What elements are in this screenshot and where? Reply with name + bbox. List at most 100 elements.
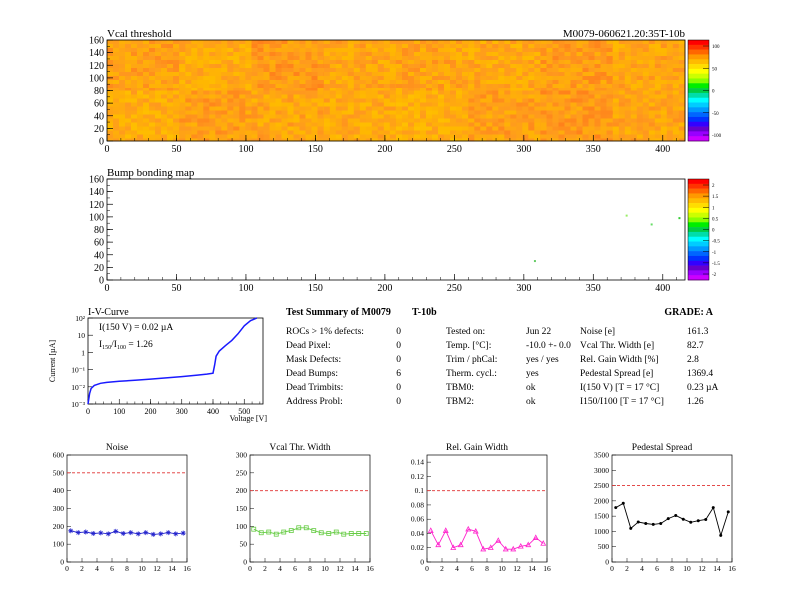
heatmap-cell xyxy=(528,90,535,95)
heatmap-cell xyxy=(311,114,318,119)
colorbar-swatch xyxy=(688,73,709,79)
summary-result-value: 2.8 xyxy=(687,355,699,365)
heatmap-cell xyxy=(185,84,192,89)
heatmap-cell xyxy=(588,118,595,123)
heatmap-cell xyxy=(359,134,367,139)
heatmap-cell xyxy=(341,138,349,142)
heatmap-cell xyxy=(347,76,355,81)
heatmap-cell xyxy=(600,52,607,57)
heatmap-cell xyxy=(666,60,674,65)
heatmap-cell xyxy=(642,114,650,119)
heatmap-cell xyxy=(239,68,246,73)
heatmap-cell xyxy=(672,102,680,107)
heatmap-cell xyxy=(269,94,276,99)
heatmap-cell xyxy=(323,72,331,77)
heatmap-cell xyxy=(594,94,601,99)
heatmap-cell xyxy=(311,122,318,127)
data-point xyxy=(689,520,693,524)
heatmap-cell xyxy=(185,80,192,85)
heatmap-cell xyxy=(486,138,493,142)
heatmap-cell xyxy=(474,90,481,95)
heatmap-cell xyxy=(492,94,499,99)
heatmap-cell xyxy=(468,130,475,135)
heatmap-cell xyxy=(492,98,499,103)
heatmap-cell xyxy=(239,84,246,89)
heatmap-cell xyxy=(576,134,583,139)
heatmap-cell xyxy=(582,126,589,131)
heatmap-cell xyxy=(299,52,306,57)
heatmap-cell xyxy=(666,90,674,95)
heatmap-cell xyxy=(594,110,601,115)
heatmap-cell xyxy=(654,60,662,65)
heatmap-cell xyxy=(432,90,439,95)
heatmap-cell xyxy=(263,68,270,73)
heatmap-cell xyxy=(365,110,373,115)
heatmap-cell xyxy=(233,122,240,127)
iv-x-tick-label: 300 xyxy=(176,407,188,416)
heatmap-cell xyxy=(606,52,613,57)
heatmap-cell xyxy=(666,134,674,139)
heatmap-cell xyxy=(486,52,493,57)
heatmap-cell xyxy=(383,84,391,89)
heatmap-cell xyxy=(263,56,270,61)
heatmap-cell xyxy=(203,130,210,135)
heatmap-cell xyxy=(227,118,234,123)
heatmap-cell xyxy=(245,106,252,111)
heatmap-cell xyxy=(558,102,565,107)
heatmap-cell xyxy=(185,102,192,107)
heatmap-cell xyxy=(564,52,571,57)
heatmap-cell xyxy=(197,102,204,107)
heatmap-cell xyxy=(197,106,204,111)
y-tick-label: 250 xyxy=(236,468,248,477)
heatmap-cell xyxy=(311,88,318,91)
heatmap-cell xyxy=(161,76,168,81)
heatmap-cell xyxy=(474,110,481,115)
heatmap-cell xyxy=(432,118,439,123)
heatmap-cell xyxy=(546,122,553,127)
y-tick-label: 80 xyxy=(94,225,104,236)
heatmap-cell xyxy=(353,118,361,123)
heatmap-cell xyxy=(281,48,288,53)
heatmap-cell xyxy=(353,72,361,77)
heatmap-cell xyxy=(474,102,481,107)
heatmap-cell xyxy=(119,84,126,89)
heatmap-cell xyxy=(317,110,324,115)
heatmap-cell xyxy=(444,102,451,107)
heatmap-cell xyxy=(540,102,547,107)
x-tick-label: 8 xyxy=(670,564,674,573)
heatmap-cell xyxy=(576,44,583,49)
heatmap-cell xyxy=(570,88,577,91)
heatmap-cell xyxy=(287,64,294,69)
heatmap-cell xyxy=(582,122,589,127)
heatmap-cell xyxy=(564,98,571,103)
heatmap-cell xyxy=(125,44,132,49)
heatmap-cell xyxy=(179,68,186,73)
heatmap-cell xyxy=(528,94,535,99)
heatmap-cell xyxy=(203,52,210,57)
heatmap-cell xyxy=(191,72,198,77)
heatmap-cell xyxy=(275,114,282,119)
heatmap-cell xyxy=(504,126,511,131)
heatmap-cell xyxy=(143,84,150,89)
heatmap-cell xyxy=(203,64,210,69)
heatmap-cell xyxy=(179,44,186,49)
heatmap-cell xyxy=(365,90,373,95)
data-point xyxy=(75,530,81,536)
heatmap-cell xyxy=(582,76,589,81)
heatmap-cell xyxy=(666,44,674,49)
heatmap-cell xyxy=(420,94,427,99)
heatmap-cell xyxy=(570,56,577,61)
heatmap-cell xyxy=(414,84,421,89)
heatmap-cell xyxy=(143,90,150,95)
heatmap-cell xyxy=(528,130,535,135)
heatmap-cell xyxy=(432,94,439,99)
heatmap-cell xyxy=(510,122,517,127)
heatmap-cell xyxy=(341,80,349,85)
heatmap-cell xyxy=(293,138,300,142)
heatmap-cell xyxy=(618,52,626,57)
heatmap-cell xyxy=(305,68,312,73)
heatmap-cell xyxy=(209,110,216,115)
heatmap-cell xyxy=(420,40,427,45)
heatmap-cell xyxy=(329,88,337,91)
